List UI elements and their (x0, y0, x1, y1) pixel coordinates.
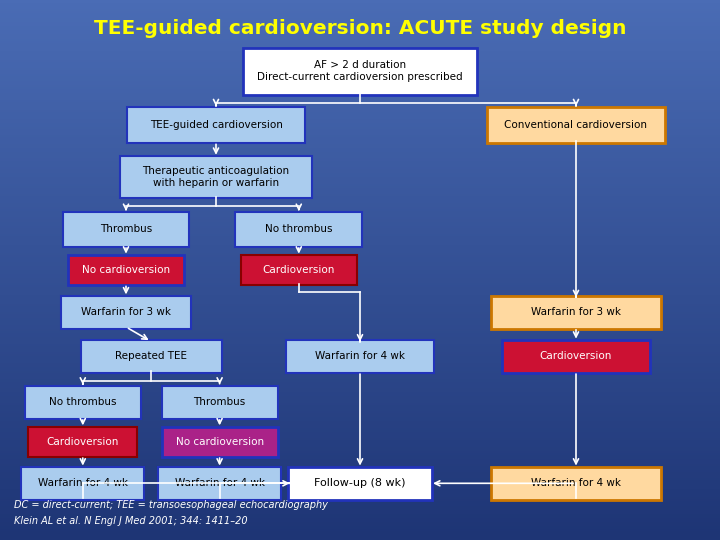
Text: Thrombus: Thrombus (100, 225, 152, 234)
FancyBboxPatch shape (29, 427, 137, 457)
Text: Follow-up (8 wk): Follow-up (8 wk) (314, 478, 406, 488)
FancyBboxPatch shape (487, 107, 665, 143)
FancyBboxPatch shape (158, 467, 281, 500)
Text: Warfarin for 3 wk: Warfarin for 3 wk (81, 307, 171, 317)
FancyBboxPatch shape (286, 340, 434, 373)
Text: No thrombus: No thrombus (265, 225, 333, 234)
Text: Cardioversion: Cardioversion (540, 352, 612, 361)
FancyBboxPatch shape (240, 255, 356, 285)
FancyBboxPatch shape (161, 386, 277, 419)
Text: DC = direct-current; TEE = transoesophageal echocardiography: DC = direct-current; TEE = transoesophag… (14, 500, 328, 510)
Text: Therapeutic anticoagulation
with heparin or warfarin: Therapeutic anticoagulation with heparin… (143, 166, 289, 188)
FancyBboxPatch shape (235, 212, 362, 247)
FancyBboxPatch shape (502, 340, 650, 373)
Text: Warfarin for 3 wk: Warfarin for 3 wk (531, 307, 621, 317)
Text: Klein AL et al. N Engl J Med 2001; 344: 1411–20: Klein AL et al. N Engl J Med 2001; 344: … (14, 516, 248, 526)
FancyBboxPatch shape (491, 467, 661, 500)
Text: No thrombus: No thrombus (49, 397, 117, 407)
Text: Cardioversion: Cardioversion (47, 437, 119, 447)
FancyBboxPatch shape (63, 212, 189, 247)
FancyBboxPatch shape (81, 340, 222, 373)
Text: Cardioversion: Cardioversion (263, 265, 335, 275)
FancyBboxPatch shape (120, 156, 312, 198)
FancyBboxPatch shape (22, 467, 145, 500)
Text: Thrombus: Thrombus (194, 397, 246, 407)
FancyBboxPatch shape (161, 427, 277, 457)
Text: TEE-guided cardioversion: ACUTE study design: TEE-guided cardioversion: ACUTE study de… (94, 19, 626, 38)
FancyBboxPatch shape (288, 467, 432, 500)
Text: No cardioversion: No cardioversion (82, 265, 170, 275)
FancyBboxPatch shape (24, 386, 141, 419)
FancyBboxPatch shape (491, 296, 661, 328)
Text: Warfarin for 4 wk: Warfarin for 4 wk (531, 478, 621, 488)
FancyBboxPatch shape (127, 107, 305, 143)
Text: TEE-guided cardioversion: TEE-guided cardioversion (150, 120, 282, 130)
Text: Repeated TEE: Repeated TEE (115, 352, 187, 361)
Text: AF > 2 d duration
Direct-current cardioversion prescribed: AF > 2 d duration Direct-current cardiov… (257, 60, 463, 82)
Text: Conventional cardioversion: Conventional cardioversion (505, 120, 647, 130)
FancyBboxPatch shape (60, 296, 191, 328)
Text: Warfarin for 4 wk: Warfarin for 4 wk (174, 478, 265, 488)
Text: Warfarin for 4 wk: Warfarin for 4 wk (37, 478, 128, 488)
Text: No cardioversion: No cardioversion (176, 437, 264, 447)
FancyBboxPatch shape (243, 48, 477, 94)
FancyBboxPatch shape (68, 255, 184, 285)
Text: Warfarin for 4 wk: Warfarin for 4 wk (315, 352, 405, 361)
